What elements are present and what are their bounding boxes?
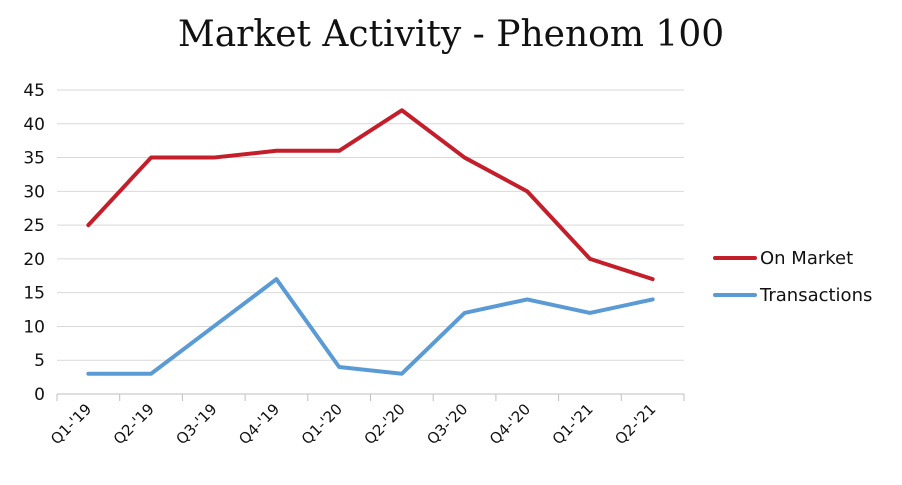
x-tick-label: Q4-'19 xyxy=(235,400,283,448)
data-point xyxy=(526,298,528,300)
x-tick-label: Q2-'19 xyxy=(110,400,158,448)
x-tick-label: Q3-'19 xyxy=(173,400,221,448)
legend-label: On Market xyxy=(760,248,853,269)
data-point xyxy=(401,373,403,375)
data-point xyxy=(652,298,654,300)
y-tick-label: 40 xyxy=(23,115,45,135)
y-tick-label: 15 xyxy=(23,284,45,304)
data-point xyxy=(275,150,277,152)
data-point xyxy=(464,312,466,314)
y-tick-label: 5 xyxy=(34,351,45,371)
y-tick-label: 35 xyxy=(23,149,45,169)
data-point xyxy=(338,150,340,152)
chart-title: Market Activity - Phenom 100 xyxy=(177,14,725,55)
data-point xyxy=(213,325,215,327)
y-tick-label: 10 xyxy=(23,317,45,337)
y-tick-label: 25 xyxy=(23,216,45,236)
x-tick-label: Q4-'20 xyxy=(486,400,534,448)
y-tick-label: 30 xyxy=(23,182,45,202)
data-point xyxy=(401,109,403,111)
data-point xyxy=(589,312,591,314)
data-point xyxy=(150,157,152,159)
x-tick-label: Q2-'21 xyxy=(611,400,659,448)
x-tick-label: Q2-'20 xyxy=(361,400,409,448)
data-point xyxy=(338,366,340,368)
data-point xyxy=(150,373,152,375)
data-point xyxy=(87,224,89,226)
data-point xyxy=(275,278,277,280)
y-tick-label: 45 xyxy=(23,81,45,101)
data-point xyxy=(589,258,591,260)
data-point xyxy=(464,157,466,159)
data-point xyxy=(652,278,654,280)
x-tick-label: Q3-'20 xyxy=(423,400,471,448)
series-line xyxy=(86,277,655,376)
y-tick-label: 20 xyxy=(23,250,45,270)
data-point xyxy=(87,373,89,375)
x-tick-label: Q1-'20 xyxy=(298,400,346,448)
legend-label: Transactions xyxy=(759,285,872,306)
data-point xyxy=(526,190,528,192)
data-point xyxy=(213,157,215,159)
x-tick-label: Q1-'21 xyxy=(549,400,597,448)
x-tick-label: Q1-'19 xyxy=(47,400,95,448)
y-tick-label: 0 xyxy=(34,385,45,405)
series-line xyxy=(86,108,655,282)
